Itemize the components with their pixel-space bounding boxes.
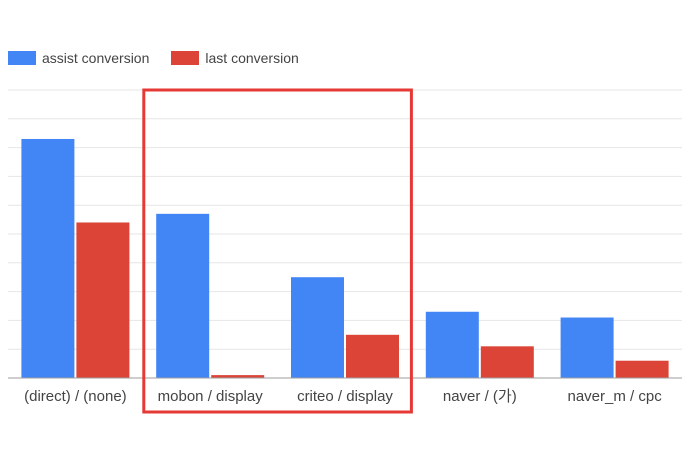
bar-last-1 <box>211 375 265 378</box>
legend-swatch-assist-conversion <box>8 51 36 65</box>
bar-assist-3 <box>425 311 479 378</box>
bar-assist-2 <box>291 277 344 378</box>
bar-last-3 <box>480 346 534 378</box>
highlight-box <box>142 88 413 414</box>
bar-assist-0 <box>21 138 75 378</box>
x-tick-label: naver_m / cpc <box>567 388 662 405</box>
bar-assist-4 <box>560 317 614 378</box>
bar-assist-1 <box>156 213 210 378</box>
chart-legend: assist conversion last conversion <box>8 50 321 66</box>
x-tick-label: criteo / display <box>297 388 393 405</box>
x-tick-label: mobon / display <box>158 388 264 405</box>
bar-last-4 <box>615 360 669 378</box>
legend-label-last-conversion: last conversion <box>205 50 299 66</box>
x-tick-label: (direct) / (none) <box>24 388 127 405</box>
bar-last-0 <box>76 222 130 378</box>
legend-item-assist-conversion: assist conversion <box>8 50 149 66</box>
legend-item-last-conversion: last conversion <box>171 50 299 66</box>
x-tick-label: naver / (가) <box>443 388 517 405</box>
legend-label-assist-conversion: assist conversion <box>42 50 150 66</box>
bar-last-2 <box>346 334 399 378</box>
legend-swatch-last-conversion <box>171 51 200 65</box>
